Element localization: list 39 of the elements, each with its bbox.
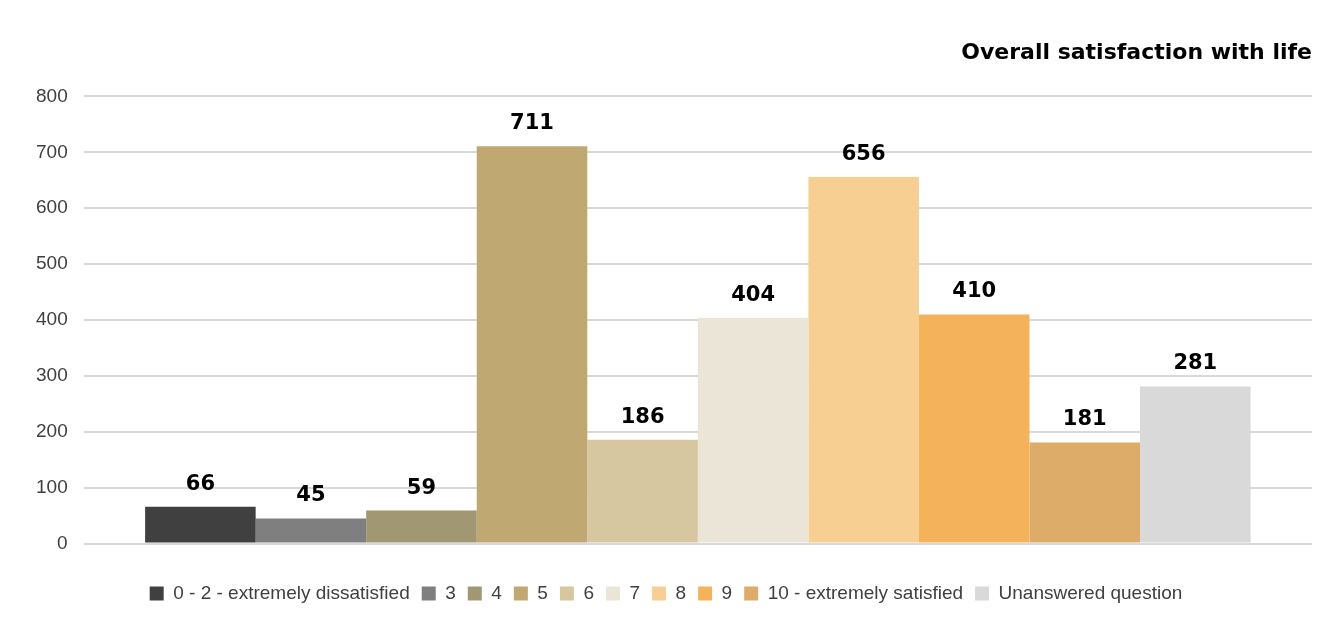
bar xyxy=(366,510,477,543)
data-label: 281 xyxy=(1173,350,1218,375)
data-label: 59 xyxy=(406,474,437,499)
chart-title: Overall satisfaction with life xyxy=(961,38,1312,64)
y-tick-label: 700 xyxy=(36,140,68,162)
legend-label: 3 xyxy=(445,581,456,603)
data-label: 410 xyxy=(952,278,997,303)
legend-label: 10 - extremely satisfied xyxy=(767,581,964,603)
data-label: 181 xyxy=(1062,406,1107,431)
legend-label: 8 xyxy=(675,581,687,603)
data-label: 45 xyxy=(296,482,326,507)
bar xyxy=(587,439,698,543)
legend-label: 0 - 2 - extremely dissatisfied xyxy=(173,581,410,603)
y-tick-label: 400 xyxy=(36,308,68,330)
y-tick-label: 500 xyxy=(36,252,68,274)
y-tick-label: 300 xyxy=(36,364,68,386)
legend-label: 6 xyxy=(583,581,594,603)
y-tick-label: 600 xyxy=(36,196,68,218)
bar xyxy=(1029,442,1141,543)
legend-label: 5 xyxy=(537,581,548,603)
legend-label: 9 xyxy=(721,581,733,603)
legend-label: Unanswered question xyxy=(998,581,1183,603)
bar xyxy=(697,317,809,543)
data-label: 186 xyxy=(620,403,665,428)
bar xyxy=(476,146,588,543)
y-tick-label: 800 xyxy=(36,84,68,106)
data-label: 711 xyxy=(510,110,554,135)
bar xyxy=(145,506,256,543)
y-tick-label: 200 xyxy=(36,420,68,442)
data-label: 656 xyxy=(841,140,886,165)
bar xyxy=(918,314,1030,543)
data-label: 404 xyxy=(731,281,776,306)
legend-label: 4 xyxy=(491,581,503,603)
data-label: 66 xyxy=(185,470,216,495)
y-tick-label: 100 xyxy=(36,475,68,497)
y-tick-label: 0 xyxy=(57,531,68,553)
bar xyxy=(255,518,367,543)
bar xyxy=(808,176,919,543)
legend-label: 7 xyxy=(629,581,641,603)
